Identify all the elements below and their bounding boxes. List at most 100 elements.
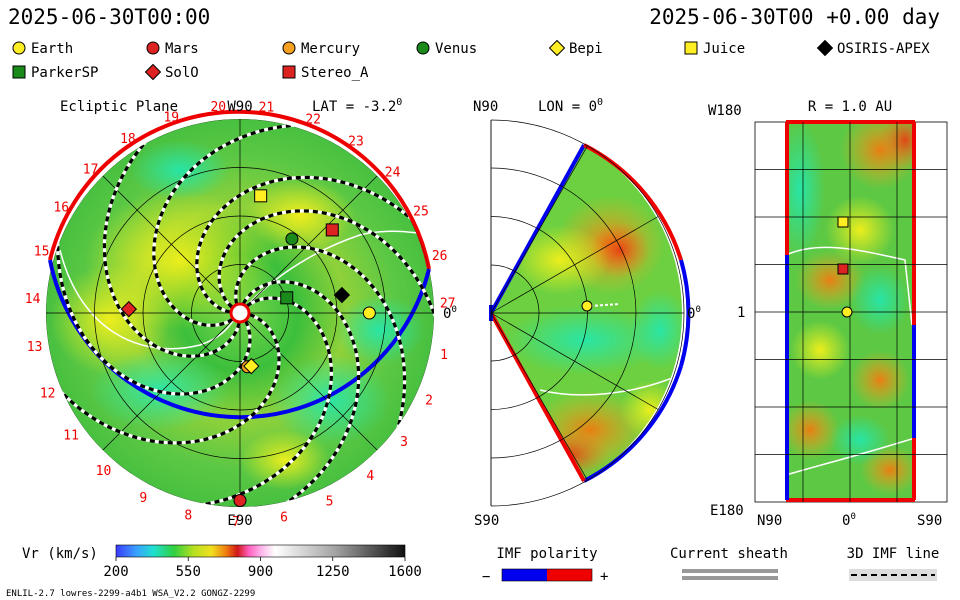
radial-title: R = 1.0 AU [808, 99, 892, 115]
radial-grid [755, 122, 947, 502]
ecliptic-object-stereo-a [325, 223, 339, 237]
legend-marker-juice [684, 41, 698, 55]
carrington-number: 5 [326, 495, 334, 510]
ecliptic-right-label: 00 [443, 305, 457, 322]
colorbar: Vr (km/s) 200 550 900 1250 1600 [22, 544, 422, 580]
legend-marker-mars [146, 41, 160, 55]
ecliptic-top-label: W90 [227, 99, 252, 115]
ecliptic-object-venus [285, 232, 299, 246]
legend-marker-parkersp [12, 65, 26, 79]
colorbar-tick-label: 900 [248, 564, 273, 580]
current-sheath-label: Current sheath [670, 546, 788, 562]
carrington-number: 20 [210, 100, 226, 115]
ecliptic-polarity-rim-pos [48, 109, 431, 270]
current-sheath-legend: Current sheath [670, 546, 788, 580]
ecliptic-object-solo [120, 300, 138, 318]
datetime-right: 2025-06-30T00 +0.00 day [649, 5, 940, 29]
carrington-number: 25 [413, 205, 429, 220]
carrington-number: 26 [432, 249, 448, 264]
footer-model-info: ENLIL-2.7 lowres-2299-a4b1 WSA_V2.2 GONG… [6, 589, 255, 599]
legend-label-mars: Mars [165, 41, 199, 57]
imf-polarity-minus: − [482, 569, 490, 585]
radial-s90-axis: S90 [917, 513, 942, 529]
ecliptic-object-earth [362, 306, 376, 320]
meridional-right-label: 00 [687, 305, 701, 322]
carrington-number: 18 [120, 132, 136, 147]
legend-marker-earth [12, 41, 26, 55]
datetime-left: 2025-06-30T00:00 [8, 5, 210, 29]
carrington-number: 6 [280, 510, 288, 525]
legend-label-solo: SolO [165, 65, 199, 81]
legend-label-parkersp: ParkerSP [31, 65, 98, 81]
carrington-number: 8 [184, 509, 192, 524]
ecliptic-bottom-label: E90 [227, 513, 252, 529]
carrington-number: 24 [385, 166, 401, 181]
legend-marker-solo [144, 63, 162, 81]
colorbar-label: Vr (km/s) [22, 546, 98, 562]
colorbar-ticks: 200 550 900 1250 1600 [103, 557, 422, 580]
legend-label-mercury: Mercury [301, 41, 360, 57]
carrington-number: 4 [366, 469, 374, 484]
legend-marker-venus [416, 41, 430, 55]
meridional-panel: N90 LON = 00 00 S90 [473, 97, 701, 529]
legend-marker-mercury [282, 41, 296, 55]
meridional-s-label: S90 [474, 513, 499, 529]
radial-mid-left-label: 1 [737, 305, 745, 321]
legend-label-osiris-apex: OSIRIS-APEX [837, 41, 930, 57]
object-legend: Earth Mars Mercury Venus Bepi Juice OSIRIS-APE… [12, 39, 930, 81]
meridional-earth-marker [581, 300, 593, 312]
radial-panel: R = 1.0 AU W180 1 E1 [708, 99, 948, 529]
ecliptic-lat-label: LAT = -3.20 [312, 97, 402, 115]
meridional-lon-label: LON = 00 [538, 97, 603, 115]
carrington-number: 17 [83, 162, 99, 177]
ecliptic-object-parkersp [280, 291, 294, 305]
ecliptic-object-bepi [243, 357, 260, 375]
ecliptic-object-juice [254, 189, 268, 203]
colorbar-tick-label: 1600 [388, 564, 422, 580]
carrington-number: 23 [348, 134, 364, 149]
carrington-number: 1 [440, 348, 448, 363]
carrington-number: 9 [139, 491, 147, 506]
legend-label-earth: Earth [31, 41, 73, 57]
carrington-number: 2 [425, 394, 433, 409]
radial-velocity-map [786, 122, 915, 502]
imf-line-legend: 3D IMF line [847, 546, 940, 581]
imf-polarity-label: IMF polarity [496, 546, 597, 562]
ecliptic-objects [120, 189, 376, 508]
meridional-n-label: N90 [473, 99, 498, 115]
radial-n90-axis: N90 [757, 513, 782, 529]
sun-marker [229, 302, 251, 324]
legend-label-bepi: Bepi [569, 41, 603, 57]
radial-w180-label: W180 [708, 103, 742, 119]
imf-line-label: 3D IMF line [847, 546, 940, 562]
legend-label-juice: Juice [703, 41, 745, 57]
carrington-number: 16 [53, 201, 69, 216]
radial-stereo-a-marker [837, 263, 849, 275]
ecliptic-object-osiris-apex [333, 286, 351, 304]
imf-polarity-plus: + [600, 569, 608, 585]
legend-marker-stereo-a [282, 65, 296, 79]
carrington-number: 3 [400, 435, 408, 450]
carrington-number: 22 [305, 112, 321, 127]
legend-label-venus: Venus [435, 41, 477, 57]
radial-juice-marker [837, 216, 849, 228]
carrington-number: 13 [27, 340, 43, 355]
carrington-number: 7 [232, 515, 240, 530]
imf-polarity-legend: IMF polarity − + [482, 546, 608, 585]
ecliptic-title: Ecliptic Plane [60, 99, 178, 115]
carrington-number: 21 [259, 101, 275, 116]
imf-polarity-positive-bar [547, 569, 592, 581]
ecliptic-panel: Ecliptic Plane LAT = -3.20 1234567891011… [25, 97, 457, 530]
carrington-number: 19 [163, 111, 179, 126]
carrington-number: 12 [40, 386, 56, 401]
radial-earth-marker [841, 306, 853, 318]
carrington-number: 14 [25, 292, 41, 307]
radial-zero-axis: 00 [842, 512, 856, 529]
colorbar-tick-label: 1250 [316, 564, 350, 580]
meridional-grid [490, 119, 685, 507]
legend-marker-osiris-apex [816, 39, 834, 57]
radial-e180-label: E180 [710, 503, 744, 519]
colorbar-tick-label: 200 [103, 564, 128, 580]
